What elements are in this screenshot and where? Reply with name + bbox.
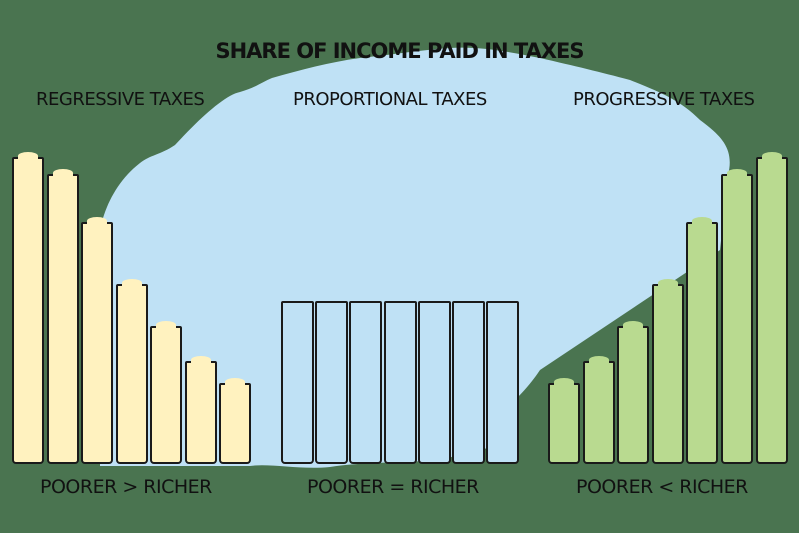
bar-cap	[588, 356, 609, 364]
relation-label-proportional: Poorer = Richer	[307, 476, 479, 498]
bar-progressive-7	[755, 152, 788, 464]
bar-cap	[692, 217, 713, 225]
bar-cap	[18, 152, 38, 160]
bar-regressive-3	[81, 217, 113, 464]
bar-progressive-3	[617, 321, 650, 464]
bar-proportional-7	[486, 301, 520, 464]
bar-cap	[156, 321, 176, 329]
bar-cap	[121, 279, 142, 287]
bar-cap	[761, 152, 782, 160]
bar-proportional-4	[383, 301, 417, 464]
bar-proportional-6	[452, 301, 485, 464]
section-label-regressive: Regressive taxes	[36, 89, 205, 110]
bar-regressive-5	[150, 321, 182, 464]
bar-cap	[87, 217, 107, 225]
bar-cap	[52, 169, 73, 177]
bar-proportional-3	[349, 301, 383, 464]
bar-progressive-1	[548, 378, 580, 464]
section-label-progressive: Progressive taxes	[573, 89, 755, 110]
bar-cap	[225, 378, 245, 386]
bar-progressive-5	[686, 217, 719, 464]
bar-cap	[657, 279, 678, 287]
bar-regressive-1	[12, 152, 44, 464]
bar-cap	[623, 321, 644, 329]
bar-progressive-6	[721, 169, 753, 464]
bar-proportional-1	[281, 301, 314, 464]
relation-label-progressive: Poorer < Richer	[576, 476, 748, 498]
bar-regressive-7	[219, 378, 251, 464]
bar-proportional-2	[315, 301, 349, 464]
section-label-proportional: Proportional taxes	[293, 89, 487, 110]
bar-regressive-4	[115, 279, 148, 464]
bar-cap	[554, 378, 574, 386]
bar-cap	[727, 169, 747, 177]
bar-regressive-6	[184, 356, 217, 464]
blue-cloud-blob	[100, 47, 730, 468]
relation-label-regressive: Poorer > Richer	[40, 476, 212, 498]
bar-proportional-5	[417, 301, 451, 464]
bar-progressive-4	[651, 279, 684, 464]
bar-progressive-2	[582, 356, 615, 464]
bar-cap	[190, 356, 211, 364]
bar-regressive-2	[46, 169, 79, 464]
chart-title: Share of income paid in taxes	[215, 39, 584, 63]
